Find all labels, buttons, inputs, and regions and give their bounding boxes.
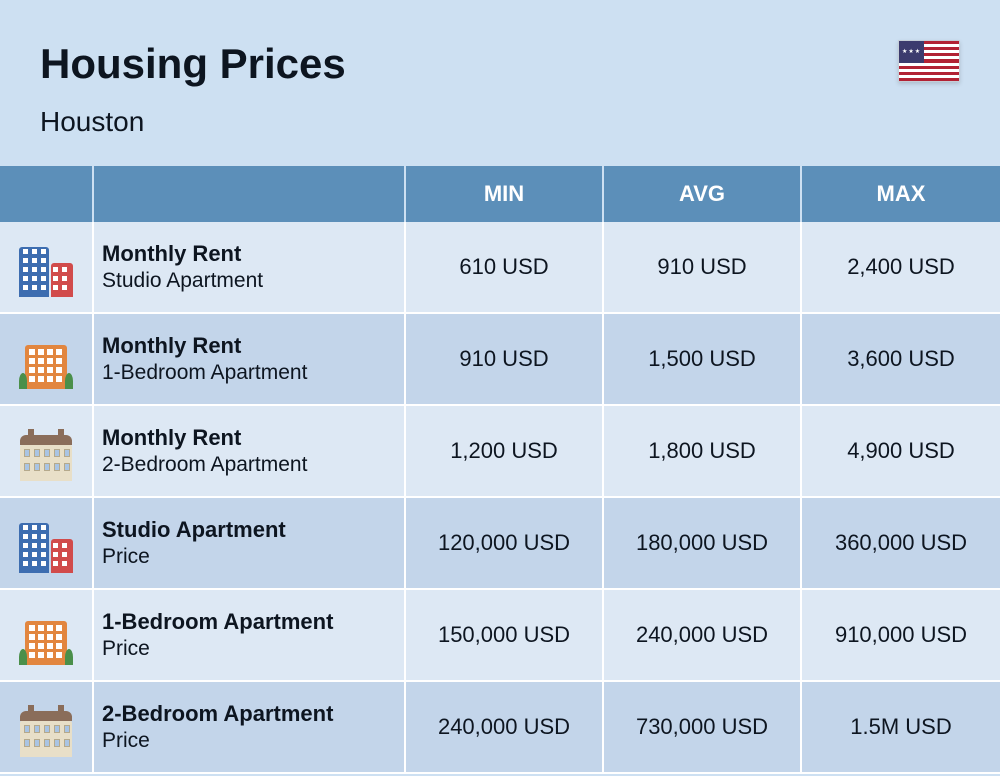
flag-canton: ★★★ (899, 41, 924, 63)
infographic-container: Housing Prices Houston ★★★ MIN AVG MAX M… (0, 0, 1000, 776)
row-max-value: 2,400 USD (802, 222, 1000, 314)
row-label-primary: 1-Bedroom Apartment (102, 609, 333, 635)
row-max-value: 4,900 USD (802, 406, 1000, 498)
row-label-cell: 2-Bedroom ApartmentPrice (94, 682, 406, 774)
building-orange-icon (16, 329, 76, 389)
row-icon-cell (0, 406, 94, 498)
row-min-value: 610 USD (406, 222, 604, 314)
table-row: 1-Bedroom ApartmentPrice150,000 USD240,0… (0, 590, 1000, 682)
row-label-primary: Monthly Rent (102, 241, 241, 267)
us-flag-icon: ★★★ (898, 40, 960, 82)
buildings-blue-red-icon (16, 237, 76, 297)
col-header-min: MIN (406, 166, 604, 222)
row-avg-value: 1,800 USD (604, 406, 802, 498)
table-row: 2-Bedroom ApartmentPrice240,000 USD730,0… (0, 682, 1000, 774)
row-label-secondary: 1-Bedroom Apartment (102, 361, 307, 385)
row-icon-cell (0, 222, 94, 314)
row-avg-value: 180,000 USD (604, 498, 802, 590)
row-min-value: 150,000 USD (406, 590, 604, 682)
row-avg-value: 1,500 USD (604, 314, 802, 406)
row-label-secondary: 2-Bedroom Apartment (102, 453, 307, 477)
row-label-cell: Monthly Rent2-Bedroom Apartment (94, 406, 406, 498)
table-header-row: MIN AVG MAX (0, 166, 1000, 222)
row-label-secondary: Price (102, 637, 150, 661)
header: Housing Prices Houston ★★★ (0, 0, 1000, 166)
row-label-cell: Studio ApartmentPrice (94, 498, 406, 590)
row-label-cell: Monthly Rent1-Bedroom Apartment (94, 314, 406, 406)
housing-table: MIN AVG MAX Monthly RentStudio Apartment… (0, 166, 1000, 774)
row-max-value: 3,600 USD (802, 314, 1000, 406)
row-avg-value: 730,000 USD (604, 682, 802, 774)
row-label-cell: 1-Bedroom ApartmentPrice (94, 590, 406, 682)
row-label-secondary: Studio Apartment (102, 269, 263, 293)
row-label-primary: Studio Apartment (102, 517, 286, 543)
page-title: Housing Prices (40, 40, 346, 88)
row-label-primary: Monthly Rent (102, 333, 241, 359)
col-header-max: MAX (802, 166, 1000, 222)
table-row: Monthly Rent2-Bedroom Apartment1,200 USD… (0, 406, 1000, 498)
col-header-label (94, 166, 406, 222)
row-label-primary: 2-Bedroom Apartment (102, 701, 333, 727)
table-row: Monthly Rent1-Bedroom Apartment910 USD1,… (0, 314, 1000, 406)
row-icon-cell (0, 682, 94, 774)
house-beige-icon (16, 421, 76, 481)
row-label-secondary: Price (102, 545, 150, 569)
row-avg-value: 240,000 USD (604, 590, 802, 682)
col-header-icon (0, 166, 94, 222)
table-row: Studio ApartmentPrice120,000 USD180,000 … (0, 498, 1000, 590)
page-subtitle: Houston (40, 106, 346, 138)
row-min-value: 240,000 USD (406, 682, 604, 774)
row-max-value: 1.5M USD (802, 682, 1000, 774)
row-max-value: 360,000 USD (802, 498, 1000, 590)
row-icon-cell (0, 498, 94, 590)
building-orange-icon (16, 605, 76, 665)
row-icon-cell (0, 314, 94, 406)
buildings-blue-red-icon (16, 513, 76, 573)
row-avg-value: 910 USD (604, 222, 802, 314)
table-row: Monthly RentStudio Apartment610 USD910 U… (0, 222, 1000, 314)
row-min-value: 120,000 USD (406, 498, 604, 590)
row-label-primary: Monthly Rent (102, 425, 241, 451)
table-body: Monthly RentStudio Apartment610 USD910 U… (0, 222, 1000, 774)
row-label-secondary: Price (102, 729, 150, 753)
row-max-value: 910,000 USD (802, 590, 1000, 682)
row-min-value: 1,200 USD (406, 406, 604, 498)
row-icon-cell (0, 590, 94, 682)
row-label-cell: Monthly RentStudio Apartment (94, 222, 406, 314)
header-text-block: Housing Prices Houston (40, 40, 346, 138)
row-min-value: 910 USD (406, 314, 604, 406)
col-header-avg: AVG (604, 166, 802, 222)
house-beige-icon (16, 697, 76, 757)
